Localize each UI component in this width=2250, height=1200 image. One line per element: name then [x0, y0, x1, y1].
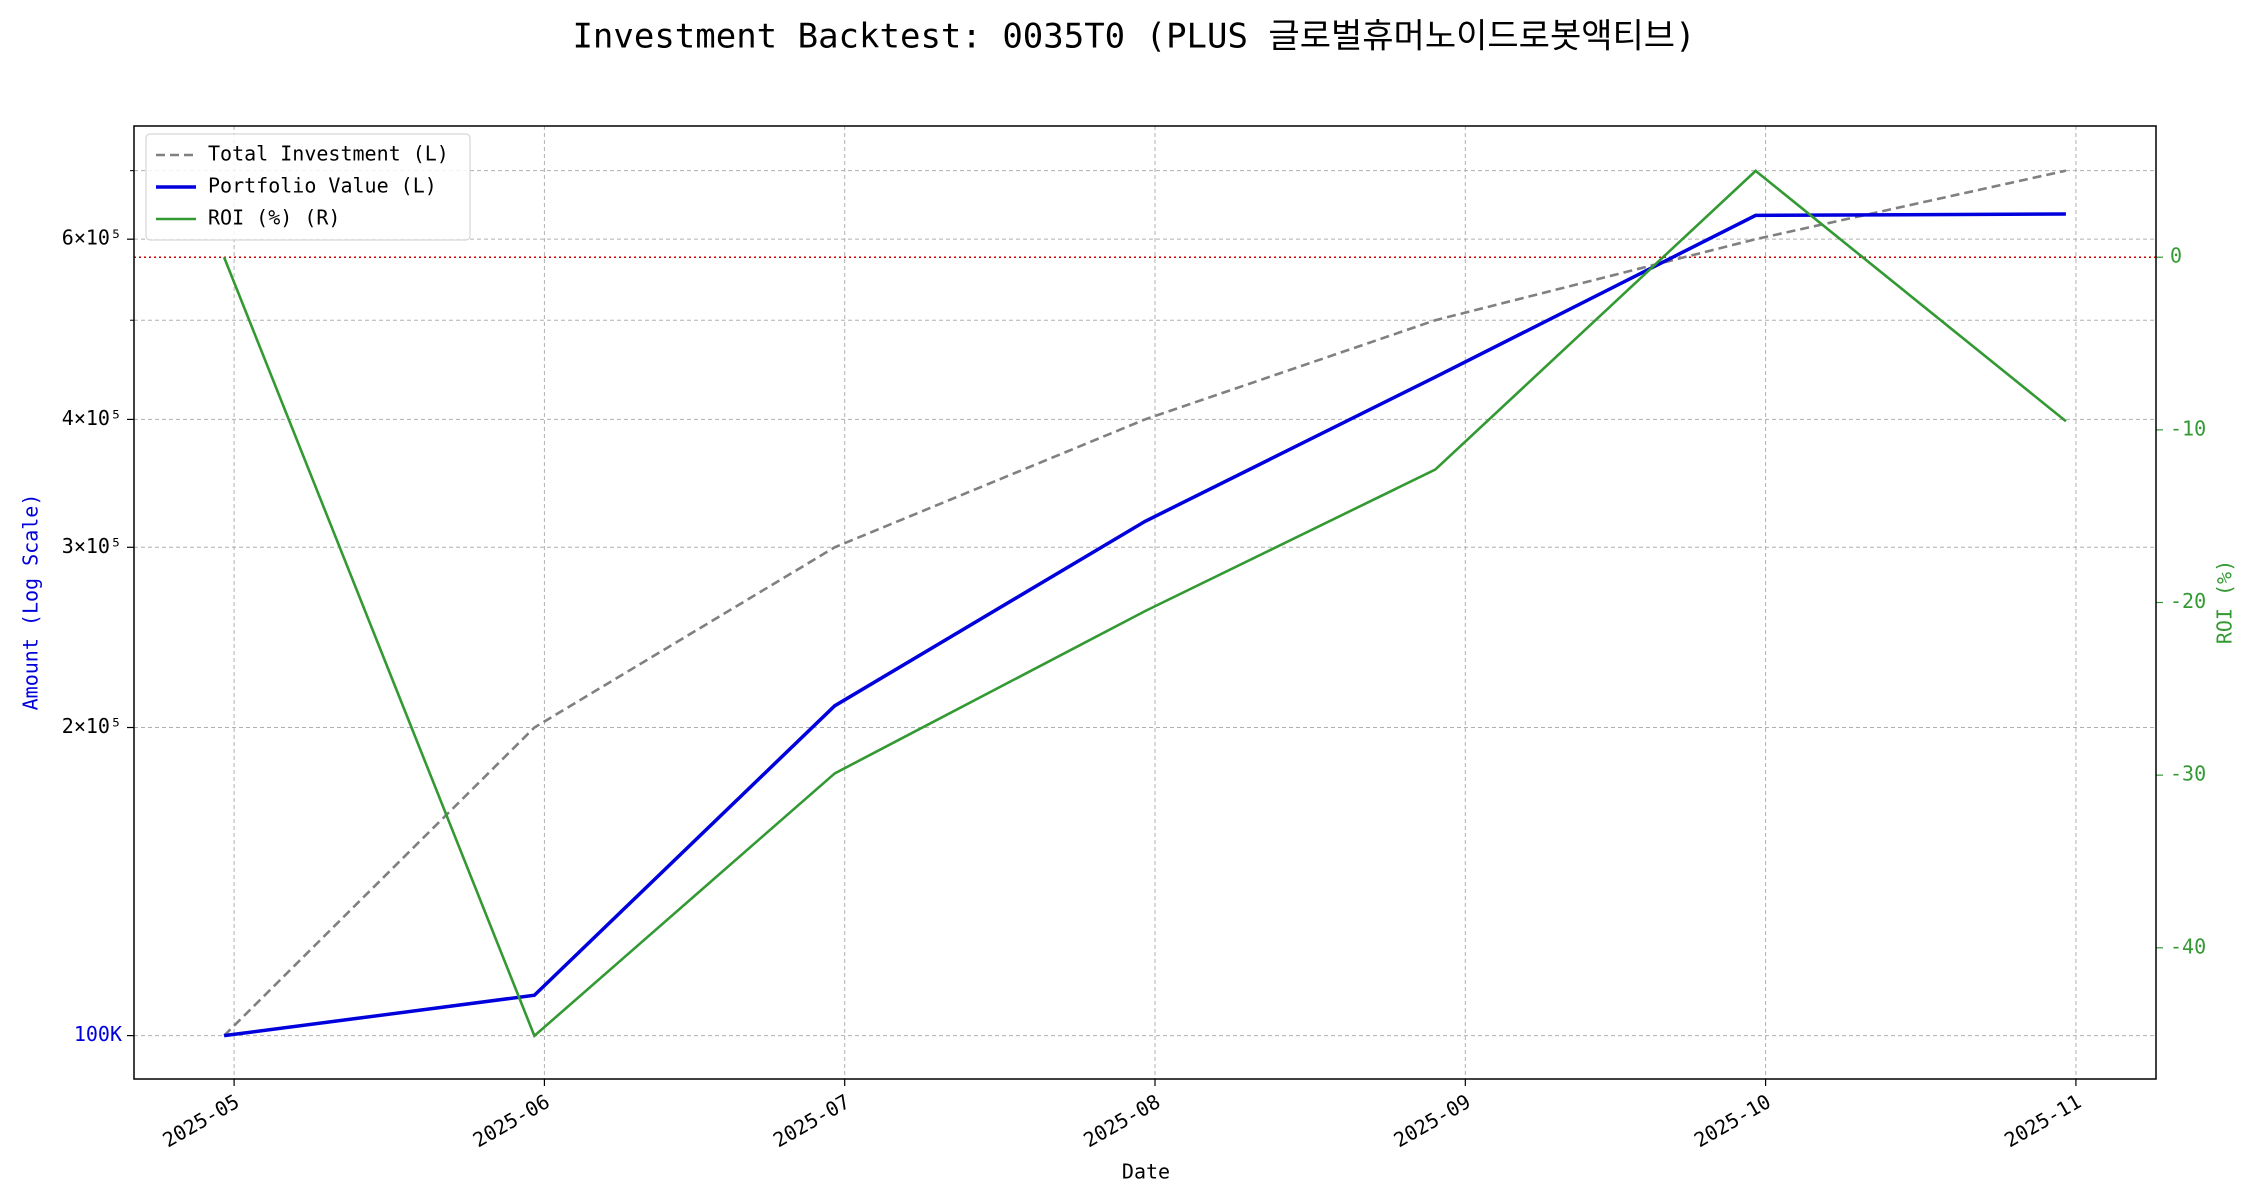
series-line — [222, 169, 2067, 1039]
y-tick-label: 4×10⁵ — [62, 406, 122, 430]
legend-box — [145, 133, 471, 241]
y-tick-label: 6×10⁵ — [62, 226, 122, 250]
legend-label: ROI (%) (R) — [208, 206, 340, 230]
y2-tick-label: -20 — [2170, 589, 2206, 613]
x-tick-label: 2025-10 — [1690, 1089, 1775, 1152]
x-tick-label: 2025-06 — [469, 1089, 554, 1152]
chart-title: Investment Backtest: 0035T0 (PLUS 글로벌휴머노… — [572, 17, 1695, 57]
y2-axis-label: ROI (%) — [2213, 560, 2237, 644]
y2-tick-label: -40 — [2170, 934, 2206, 958]
y2-tick-label: -30 — [2170, 762, 2206, 786]
x-tick-label: 2025-09 — [1390, 1089, 1475, 1152]
series-line — [223, 169, 2067, 1037]
x-axis-label: Date — [1122, 1160, 1170, 1184]
y-tick-label: 100K — [74, 1022, 122, 1046]
y2-tick-label: -10 — [2170, 416, 2206, 440]
x-tick-label: 2025-05 — [158, 1089, 243, 1152]
y-tick-label: 2×10⁵ — [62, 714, 122, 738]
y-axis-label: Amount (Log Scale) — [19, 494, 43, 711]
y-tick-label: 3×10⁵ — [62, 534, 122, 558]
x-tick-label: 2025-08 — [1079, 1089, 1164, 1152]
legend-label: Portfolio Value (L) — [208, 174, 437, 198]
x-tick-label: 2025-07 — [769, 1089, 854, 1152]
legend-label: Total Investment (L) — [208, 142, 449, 166]
legend: Total Investment (L) Portfolio Value (L) R… — [145, 133, 471, 241]
y2-tick-label: 0 — [2170, 244, 2182, 268]
x-tick-label: 2025-11 — [2000, 1089, 2085, 1152]
series-line — [223, 212, 2066, 1038]
plot-frame — [133, 125, 2157, 1080]
